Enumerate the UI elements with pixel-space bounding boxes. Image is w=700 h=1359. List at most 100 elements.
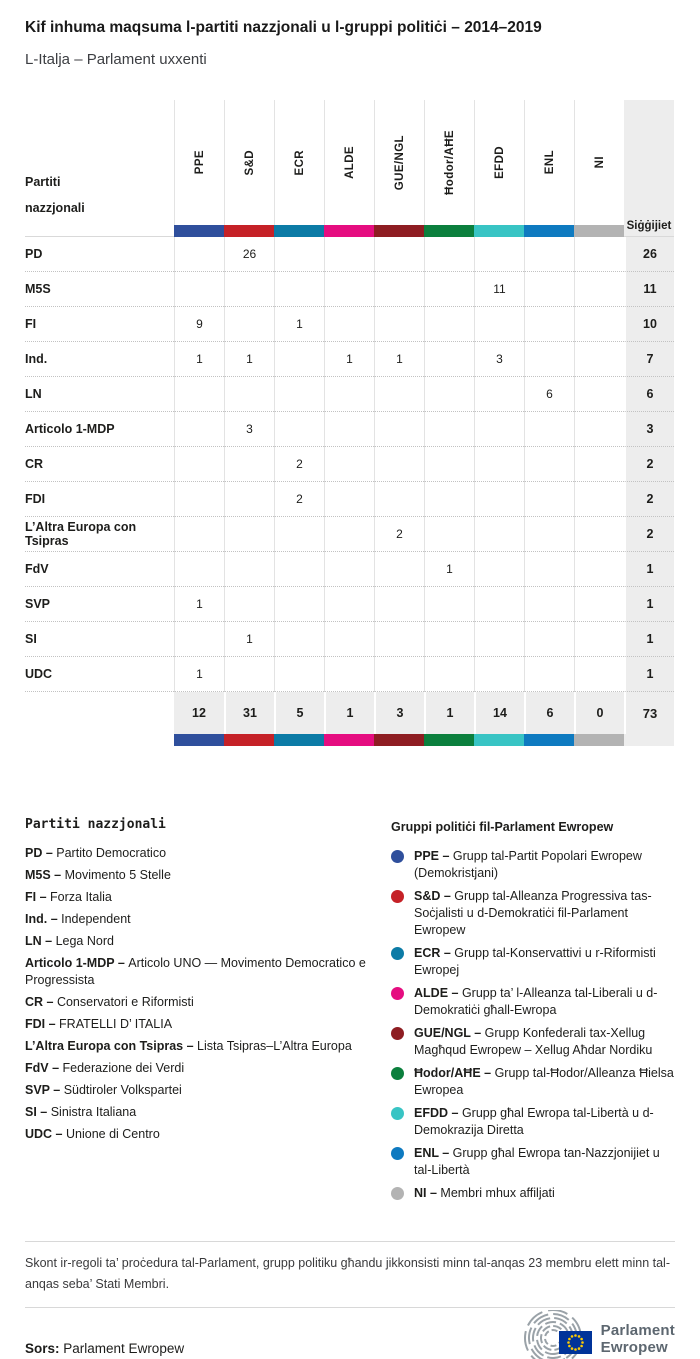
seat-cell — [424, 622, 474, 657]
row-total-cell: 3 — [624, 412, 674, 447]
legend-group-desc: Grupp għal Ewropa tal-Libertà u d-Demokr… — [414, 1106, 654, 1137]
table-row: CR 2 2 — [25, 447, 674, 482]
seat-cell — [424, 237, 474, 272]
legend-group-item: GUE/NGL – Grupp Konfederali tax-Xellug M… — [391, 1025, 675, 1059]
party-label: FI — [25, 307, 174, 342]
seat-cell — [524, 587, 574, 622]
seat-cell — [524, 447, 574, 482]
seat-cell — [374, 552, 424, 587]
row-total-cell: 1 — [624, 622, 674, 657]
legend-group-abbr: GUE/NGL – — [414, 1026, 485, 1040]
procedure-footnote: Skont ir-regoli ta’ proċedura tal-Parlam… — [25, 1241, 675, 1308]
group-color-swatch — [224, 734, 274, 746]
seat-cell — [374, 657, 424, 692]
row-total-cell: 1 — [624, 552, 674, 587]
seat-cell: 26 — [224, 237, 274, 272]
source-line: Sors: Parlament Ewropew — [25, 1341, 184, 1359]
row-total-cell: 10 — [624, 307, 674, 342]
seat-cell — [424, 447, 474, 482]
seat-cell: 3 — [474, 342, 524, 377]
legend-party-name: Unione di Centro — [65, 1127, 160, 1141]
seat-cell — [174, 237, 224, 272]
legend-party-item: M5S – Movimento 5 Stelle — [25, 867, 373, 884]
seat-cell — [524, 552, 574, 587]
seat-cell — [174, 272, 224, 307]
group-color-swatch — [524, 225, 574, 237]
legend-group-abbr: PPE – — [414, 849, 453, 863]
legend-group-abbr: ECR – — [414, 946, 455, 960]
seat-cell — [524, 307, 574, 342]
legend-party-name: Articolo UNO — Movimento Democratico e P… — [25, 956, 366, 987]
legend-group-desc: Membri mhux affiljati — [440, 1186, 555, 1200]
seat-cell — [324, 307, 374, 342]
seat-cell — [474, 412, 524, 447]
seat-cell: 11 — [474, 272, 524, 307]
legend-group-desc: Grupp tal-Alleanza Progressiva tas-Soċja… — [414, 889, 652, 937]
seat-cell — [324, 482, 374, 517]
seat-cell — [574, 272, 624, 307]
legend-party-abbr: LN – — [25, 934, 56, 948]
legend-group-text: S&D – Grupp tal-Alleanza Progressiva tas… — [414, 888, 675, 939]
party-label: FdV — [25, 552, 174, 587]
row-total-cell: 6 — [624, 377, 674, 412]
group-color-swatch — [574, 734, 624, 746]
seat-cell — [424, 657, 474, 692]
seats-column-label: Siġġijiet — [626, 220, 672, 232]
party-label: M5S — [25, 272, 174, 307]
totals-row: 12 31 5 1 3 1 14 6 0 73 — [25, 692, 674, 734]
seat-cell — [574, 657, 624, 692]
group-color-dot-icon — [391, 1187, 404, 1200]
seat-cell — [524, 482, 574, 517]
table-row: L’Altra Europa con Tsipras 2 2 — [25, 517, 674, 552]
legend-party-name: Federazione dei Verdi — [62, 1061, 185, 1075]
seat-cell — [474, 657, 524, 692]
legend-party-item: UDC – Unione di Centro — [25, 1126, 373, 1143]
table-row: SI 1 1 — [25, 622, 674, 657]
party-label: Articolo 1-MDP — [25, 412, 174, 447]
legend-party-abbr: FI – — [25, 890, 51, 904]
legend-party-item: FDI – FRATELLI D’ ITALIA — [25, 1016, 373, 1033]
legend-group-item: ECR – Grupp tal-Konservattivi u r-Riform… — [391, 945, 675, 979]
seat-cell — [424, 517, 474, 552]
column-total-cell: 1 — [324, 692, 374, 734]
row-total-cell: 26 — [624, 237, 674, 272]
legend-party-abbr: L’Altra Europa con Tsipras – — [25, 1039, 198, 1053]
legend-party-item: FI – Forza Italia — [25, 889, 373, 906]
seat-cell — [574, 377, 624, 412]
band-spacer — [25, 225, 174, 237]
group-column-header: S&D — [224, 100, 274, 225]
table-row: Ind. 1 1 1 1 3 7 — [25, 342, 674, 377]
ep-logo-line1: Parlament — [600, 1322, 675, 1339]
legend-group-desc: Grupp tal-Ħodor/Alleanza Ħielsa Ewropea — [414, 1066, 674, 1097]
seat-cell — [174, 622, 224, 657]
legend-group-abbr: Ħodor/AĦE – — [414, 1066, 495, 1080]
legend-national-parties: Partiti nazzjonali PD – Partito Democrat… — [25, 817, 373, 1208]
legend-party-name: Südtiroler Volkspartei — [63, 1083, 182, 1097]
legend-group-text: EFDD – Grupp għal Ewropa tal-Libertà u d… — [414, 1105, 675, 1139]
group-column-label: PPE — [193, 150, 206, 175]
legend-political-groups: Gruppi politiċi fil-Parlament Ewropew PP… — [391, 817, 675, 1208]
group-column-header: Ħodor/AĦE — [424, 100, 474, 225]
seat-cell — [574, 447, 624, 482]
seat-cell — [274, 517, 324, 552]
seat-cell: 1 — [224, 622, 274, 657]
seat-cell — [174, 377, 224, 412]
legend-party-abbr: CR – — [25, 995, 57, 1009]
ep-logo-line2: Ewropew — [600, 1339, 668, 1356]
group-color-dot-icon — [391, 850, 404, 863]
legend-groups-list: PPE – Grupp tal-Partit Popolari Ewropew … — [391, 848, 675, 1202]
legend-party-name: FRATELLI D’ ITALIA — [59, 1017, 173, 1031]
seat-cell — [574, 237, 624, 272]
color-band-row — [25, 225, 674, 237]
seat-cell — [324, 657, 374, 692]
seat-cell — [324, 237, 374, 272]
seat-cell — [524, 272, 574, 307]
source-value: Parlament Ewropew — [63, 1341, 185, 1356]
legend-group-desc: Grupp ta’ l-Alleanza tal-Liberali u d-De… — [414, 986, 658, 1017]
row-total-cell: 11 — [624, 272, 674, 307]
seat-cell: 2 — [374, 517, 424, 552]
seat-cell — [274, 237, 324, 272]
legend-group-item: EFDD – Grupp għal Ewropa tal-Libertà u d… — [391, 1105, 675, 1139]
group-color-swatch — [424, 734, 474, 746]
